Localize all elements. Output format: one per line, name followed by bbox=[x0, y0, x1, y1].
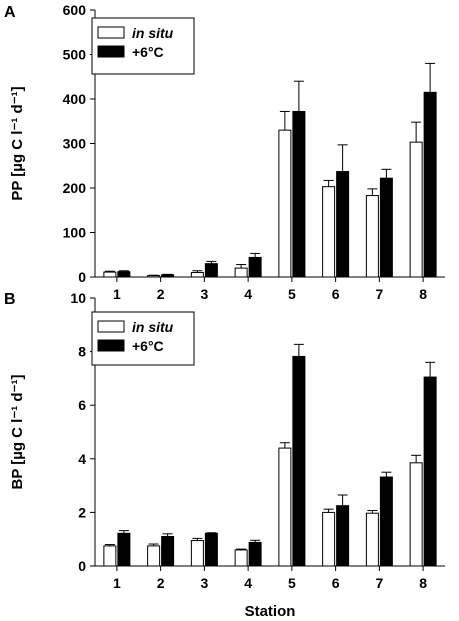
y-axis-label: BP [µg C l⁻¹ d⁻¹] bbox=[9, 374, 26, 489]
bar-in-situ-station-8 bbox=[409, 141, 423, 278]
bar-plus6-station-5 bbox=[292, 110, 306, 278]
x-tick-label: 3 bbox=[200, 575, 208, 591]
bar-plus6-station-1 bbox=[117, 271, 131, 278]
bar-plus6-station-4 bbox=[248, 541, 262, 567]
y-tick-label: 500 bbox=[63, 47, 87, 63]
bar-in-situ-station-8 bbox=[409, 462, 423, 567]
x-tick-label: 2 bbox=[157, 286, 165, 302]
bar-in-situ-station-4 bbox=[234, 549, 248, 567]
bar-plus6-station-6 bbox=[336, 505, 350, 567]
bar-plus6-station-7 bbox=[379, 177, 393, 278]
panel-label: B bbox=[4, 291, 16, 308]
x-tick-label: 8 bbox=[419, 575, 427, 591]
bar-in-situ-station-3 bbox=[190, 272, 204, 278]
y-tick-label: 300 bbox=[63, 136, 87, 152]
bar-plus6-station-3 bbox=[204, 263, 218, 278]
x-axis-label: Station bbox=[245, 603, 296, 620]
bar-in-situ-station-7 bbox=[365, 512, 379, 567]
bar-plus6-station-2 bbox=[161, 536, 175, 567]
y-tick-label: 400 bbox=[63, 91, 87, 107]
bar-plus6-station-3 bbox=[204, 532, 218, 567]
y-tick-label: 8 bbox=[78, 344, 86, 360]
legend-swatch-in-situ bbox=[97, 26, 125, 39]
bar-plus6-station-4 bbox=[248, 256, 262, 278]
bar-in-situ-station-5 bbox=[278, 447, 292, 567]
bar-in-situ-station-6 bbox=[322, 511, 336, 567]
bar-plus6-station-1 bbox=[117, 532, 131, 567]
y-tick-label: 10 bbox=[70, 290, 86, 306]
legend-label-plus6: +6°C bbox=[132, 338, 164, 354]
bar-in-situ-station-3 bbox=[190, 540, 204, 567]
panel-label: A bbox=[4, 4, 16, 21]
bar-plus6-station-7 bbox=[379, 476, 393, 567]
bar-in-situ-station-5 bbox=[278, 129, 292, 278]
x-tick-label: 5 bbox=[288, 286, 296, 302]
bar-in-situ-station-7 bbox=[365, 195, 379, 278]
bar-plus6-station-8 bbox=[423, 376, 437, 567]
x-tick-label: 2 bbox=[157, 575, 165, 591]
bar-plus6-station-6 bbox=[336, 171, 350, 278]
x-tick-label: 3 bbox=[200, 286, 208, 302]
y-tick-label: 0 bbox=[78, 558, 86, 574]
y-tick-label: 2 bbox=[78, 504, 86, 520]
x-tick-label: 1 bbox=[113, 575, 121, 591]
legend-label-in-situ: in situ bbox=[132, 319, 174, 335]
y-tick-label: 6 bbox=[78, 397, 86, 413]
bar-plus6-station-5 bbox=[292, 355, 306, 567]
bar-in-situ-station-4 bbox=[234, 267, 248, 278]
x-tick-label: 4 bbox=[244, 286, 252, 302]
y-tick-label: 600 bbox=[63, 2, 87, 18]
bar-in-situ-station-1 bbox=[103, 545, 117, 567]
x-tick-label: 4 bbox=[244, 575, 252, 591]
bar-in-situ-station-2 bbox=[147, 545, 161, 567]
x-tick-label: 5 bbox=[288, 575, 296, 591]
x-tick-label: 6 bbox=[332, 575, 340, 591]
y-tick-label: 100 bbox=[63, 225, 87, 241]
x-tick-label: 6 bbox=[332, 286, 340, 302]
legend-label-plus6: +6°C bbox=[132, 44, 164, 60]
legend-swatch-in-situ bbox=[97, 320, 125, 333]
x-tick-label: 1 bbox=[113, 286, 121, 302]
y-tick-label: 200 bbox=[63, 180, 87, 196]
x-tick-label: 8 bbox=[419, 286, 427, 302]
x-tick-label: 7 bbox=[375, 286, 383, 302]
bar-in-situ-station-6 bbox=[322, 186, 336, 278]
legend-swatch-plus6 bbox=[97, 339, 125, 352]
x-tick-label: 7 bbox=[375, 575, 383, 591]
y-tick-label: 0 bbox=[78, 269, 86, 285]
bar-in-situ-station-1 bbox=[103, 271, 117, 278]
legend-label-in-situ: in situ bbox=[132, 25, 174, 41]
legend-swatch-plus6 bbox=[97, 45, 125, 58]
bar-plus6-station-2 bbox=[161, 274, 175, 278]
y-axis-label: PP [µg C l⁻¹ d⁻¹] bbox=[9, 86, 26, 200]
bar-in-situ-station-2 bbox=[147, 275, 161, 278]
bar-plus6-station-8 bbox=[423, 91, 437, 278]
y-tick-label: 4 bbox=[78, 451, 86, 467]
